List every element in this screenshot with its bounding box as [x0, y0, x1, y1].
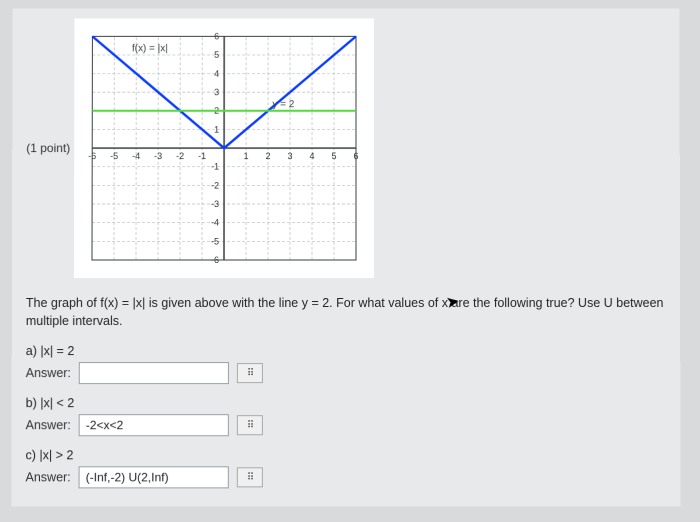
svg-text:-5: -5: [110, 151, 118, 161]
part-c-label: c) |x| > 2: [26, 449, 667, 463]
chart-row: (1 point) -6-5-4-3-2-1123456-6-5-4-3-2-1…: [26, 18, 666, 278]
answer-prefix: Answer:: [26, 366, 71, 380]
part-c: c) |x| > 2 Answer: ⠿: [25, 449, 666, 489]
point-value-label: (1 point): [26, 141, 70, 155]
svg-text:3: 3: [288, 151, 293, 161]
svg-text:5: 5: [214, 50, 219, 60]
svg-text:-2: -2: [176, 151, 184, 161]
svg-text:4: 4: [214, 69, 219, 79]
svg-text:-4: -4: [132, 151, 140, 161]
svg-text:2: 2: [266, 151, 271, 161]
equation-keypad-button[interactable]: ⠿: [237, 415, 263, 435]
part-b-label: b) |x| < 2: [26, 396, 667, 410]
equation-keypad-button[interactable]: ⠿: [237, 363, 263, 383]
part-a-label: a) |x| = 2: [26, 344, 666, 358]
svg-text:-2: -2: [211, 180, 219, 190]
answer-prefix: Answer:: [25, 471, 70, 485]
part-b: b) |x| < 2 Answer: ⠿: [26, 396, 667, 436]
svg-text:-1: -1: [211, 162, 219, 172]
svg-text:-3: -3: [154, 151, 162, 161]
answer-input-a[interactable]: [79, 362, 229, 384]
svg-text:-5: -5: [211, 236, 219, 246]
svg-text:-3: -3: [211, 199, 219, 209]
svg-text:-4: -4: [211, 218, 219, 228]
worksheet-page: (1 point) -6-5-4-3-2-1123456-6-5-4-3-2-1…: [11, 8, 680, 506]
svg-text:f(x) = |x|: f(x) = |x|: [132, 43, 168, 54]
answer-input-b[interactable]: [79, 414, 229, 436]
graph-chart: -6-5-4-3-2-1123456-6-5-4-3-2-1123456f(x)…: [74, 18, 374, 278]
svg-text:4: 4: [310, 151, 315, 161]
equation-keypad-button[interactable]: ⠿: [237, 468, 263, 488]
answer-prefix: Answer:: [26, 418, 71, 432]
question-text: The graph of f(x) = |x| is given above w…: [26, 294, 666, 330]
svg-text:y = 2: y = 2: [273, 99, 295, 110]
svg-text:1: 1: [244, 151, 249, 161]
svg-text:-1: -1: [198, 151, 206, 161]
svg-text:1: 1: [214, 124, 219, 134]
svg-text:5: 5: [332, 151, 337, 161]
part-a: a) |x| = 2 Answer: ⠿: [26, 344, 667, 384]
svg-text:3: 3: [214, 87, 219, 97]
answer-input-c[interactable]: [79, 467, 229, 489]
